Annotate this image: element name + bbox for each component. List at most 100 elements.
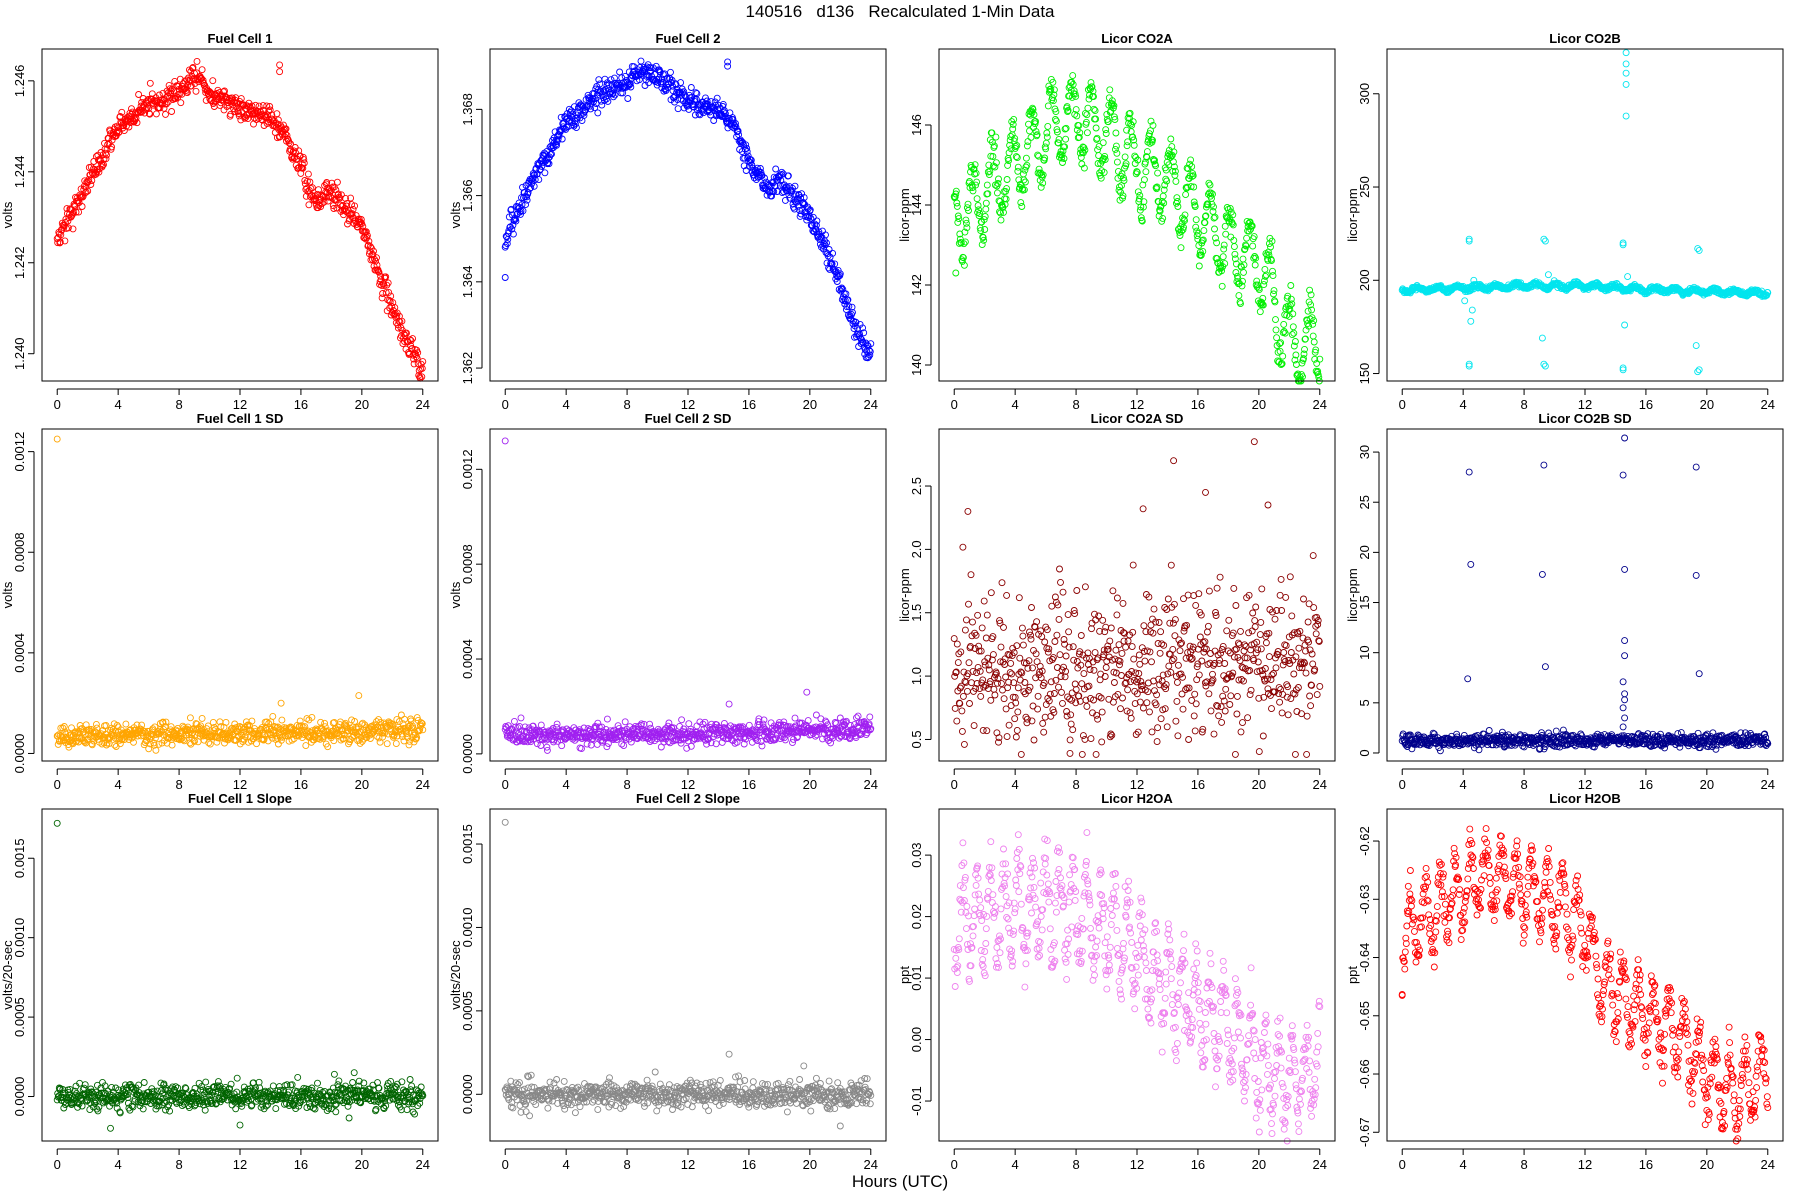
data-point bbox=[199, 76, 207, 84]
data-point bbox=[395, 317, 403, 325]
data-point bbox=[1069, 643, 1077, 651]
data-point bbox=[1110, 113, 1118, 121]
data-point bbox=[538, 162, 546, 170]
data-point bbox=[1314, 371, 1322, 379]
data-point bbox=[142, 105, 150, 113]
data-point bbox=[1173, 198, 1181, 205]
data-point bbox=[731, 121, 738, 129]
y-tick-label: 140 bbox=[909, 354, 924, 376]
data-point bbox=[88, 177, 96, 185]
data-point bbox=[373, 254, 380, 262]
data-point bbox=[277, 699, 285, 707]
data-point bbox=[558, 135, 566, 143]
data-point bbox=[1140, 176, 1148, 184]
data-point bbox=[1695, 366, 1703, 374]
data-point bbox=[952, 269, 960, 277]
data-point bbox=[1221, 222, 1229, 230]
data-point bbox=[1240, 261, 1248, 269]
data-point bbox=[1053, 664, 1061, 671]
data-point bbox=[1256, 308, 1264, 316]
data-point bbox=[519, 207, 527, 215]
data-point bbox=[965, 600, 972, 608]
data-point bbox=[1267, 243, 1274, 251]
data-point bbox=[1077, 153, 1085, 161]
x-tick-label: 20 bbox=[1700, 397, 1714, 412]
data-point bbox=[1029, 664, 1036, 672]
data-point bbox=[1073, 587, 1081, 594]
data-point bbox=[977, 692, 985, 700]
data-point bbox=[1180, 223, 1187, 231]
data-point bbox=[1158, 640, 1166, 648]
y-tick-label: 0.0000 bbox=[460, 734, 475, 774]
data-point bbox=[78, 203, 86, 210]
data-point bbox=[407, 337, 415, 345]
data-point bbox=[1133, 168, 1141, 176]
data-point bbox=[317, 203, 325, 211]
data-point bbox=[1069, 72, 1077, 80]
data-point bbox=[960, 261, 968, 269]
data-point bbox=[1136, 192, 1144, 199]
data-point bbox=[1060, 155, 1068, 162]
data-point bbox=[1242, 242, 1250, 250]
data-point bbox=[377, 272, 385, 280]
y-tick-label: 0.0000 bbox=[12, 734, 27, 774]
data-point bbox=[385, 288, 393, 296]
data-point bbox=[1001, 200, 1009, 208]
data-point bbox=[385, 296, 393, 304]
data-point bbox=[1124, 637, 1132, 645]
panel-title: Fuel Cell 1 bbox=[207, 31, 272, 46]
data-point bbox=[1265, 251, 1273, 259]
data-point bbox=[1206, 181, 1214, 189]
data-point bbox=[347, 194, 355, 202]
data-point bbox=[856, 320, 864, 328]
data-point bbox=[1101, 673, 1109, 680]
data-point bbox=[1147, 117, 1155, 125]
data-point bbox=[414, 349, 422, 357]
data-point bbox=[1099, 616, 1107, 624]
data-point bbox=[1022, 154, 1030, 162]
data-point bbox=[866, 348, 874, 356]
data-point bbox=[1004, 161, 1012, 169]
data-point bbox=[1187, 183, 1195, 191]
data-point bbox=[1239, 255, 1247, 263]
data-point bbox=[1104, 118, 1112, 126]
data-point bbox=[1200, 227, 1208, 235]
data-point bbox=[1173, 194, 1181, 202]
data-point bbox=[596, 80, 604, 88]
data-point bbox=[1157, 628, 1165, 636]
data-point bbox=[1140, 198, 1148, 206]
data-point bbox=[963, 687, 971, 695]
data-point bbox=[1160, 199, 1168, 207]
data-point bbox=[1032, 128, 1040, 136]
data-point bbox=[315, 186, 322, 194]
data-point bbox=[1005, 721, 1013, 729]
data-point bbox=[974, 611, 982, 619]
data-point bbox=[812, 221, 820, 229]
data-point bbox=[118, 108, 126, 116]
data-point bbox=[1034, 692, 1042, 700]
data-points bbox=[53, 57, 427, 382]
data-point bbox=[1146, 130, 1153, 138]
data-point bbox=[1043, 133, 1051, 141]
data-point bbox=[398, 317, 406, 325]
data-point bbox=[1062, 652, 1070, 660]
data-point bbox=[509, 230, 517, 238]
data-point bbox=[992, 133, 1000, 141]
data-point bbox=[1118, 170, 1126, 178]
data-point bbox=[1041, 638, 1049, 646]
data-point bbox=[833, 278, 841, 285]
data-point bbox=[952, 187, 960, 195]
data-point bbox=[610, 93, 617, 101]
data-point bbox=[687, 84, 695, 91]
data-point bbox=[1016, 654, 1024, 662]
plot-frame bbox=[41, 48, 439, 382]
data-point bbox=[988, 129, 996, 137]
data-point bbox=[1007, 702, 1015, 710]
panel-5: Fuel Cell 1 SD0 4 8 12 16 20 240.00000.00040.0… bbox=[0, 411, 439, 792]
data-point bbox=[1622, 69, 1630, 77]
data-point bbox=[501, 437, 509, 445]
data-point bbox=[725, 700, 733, 708]
data-point bbox=[1270, 290, 1277, 298]
data-point bbox=[536, 166, 544, 174]
data-point bbox=[568, 119, 576, 127]
